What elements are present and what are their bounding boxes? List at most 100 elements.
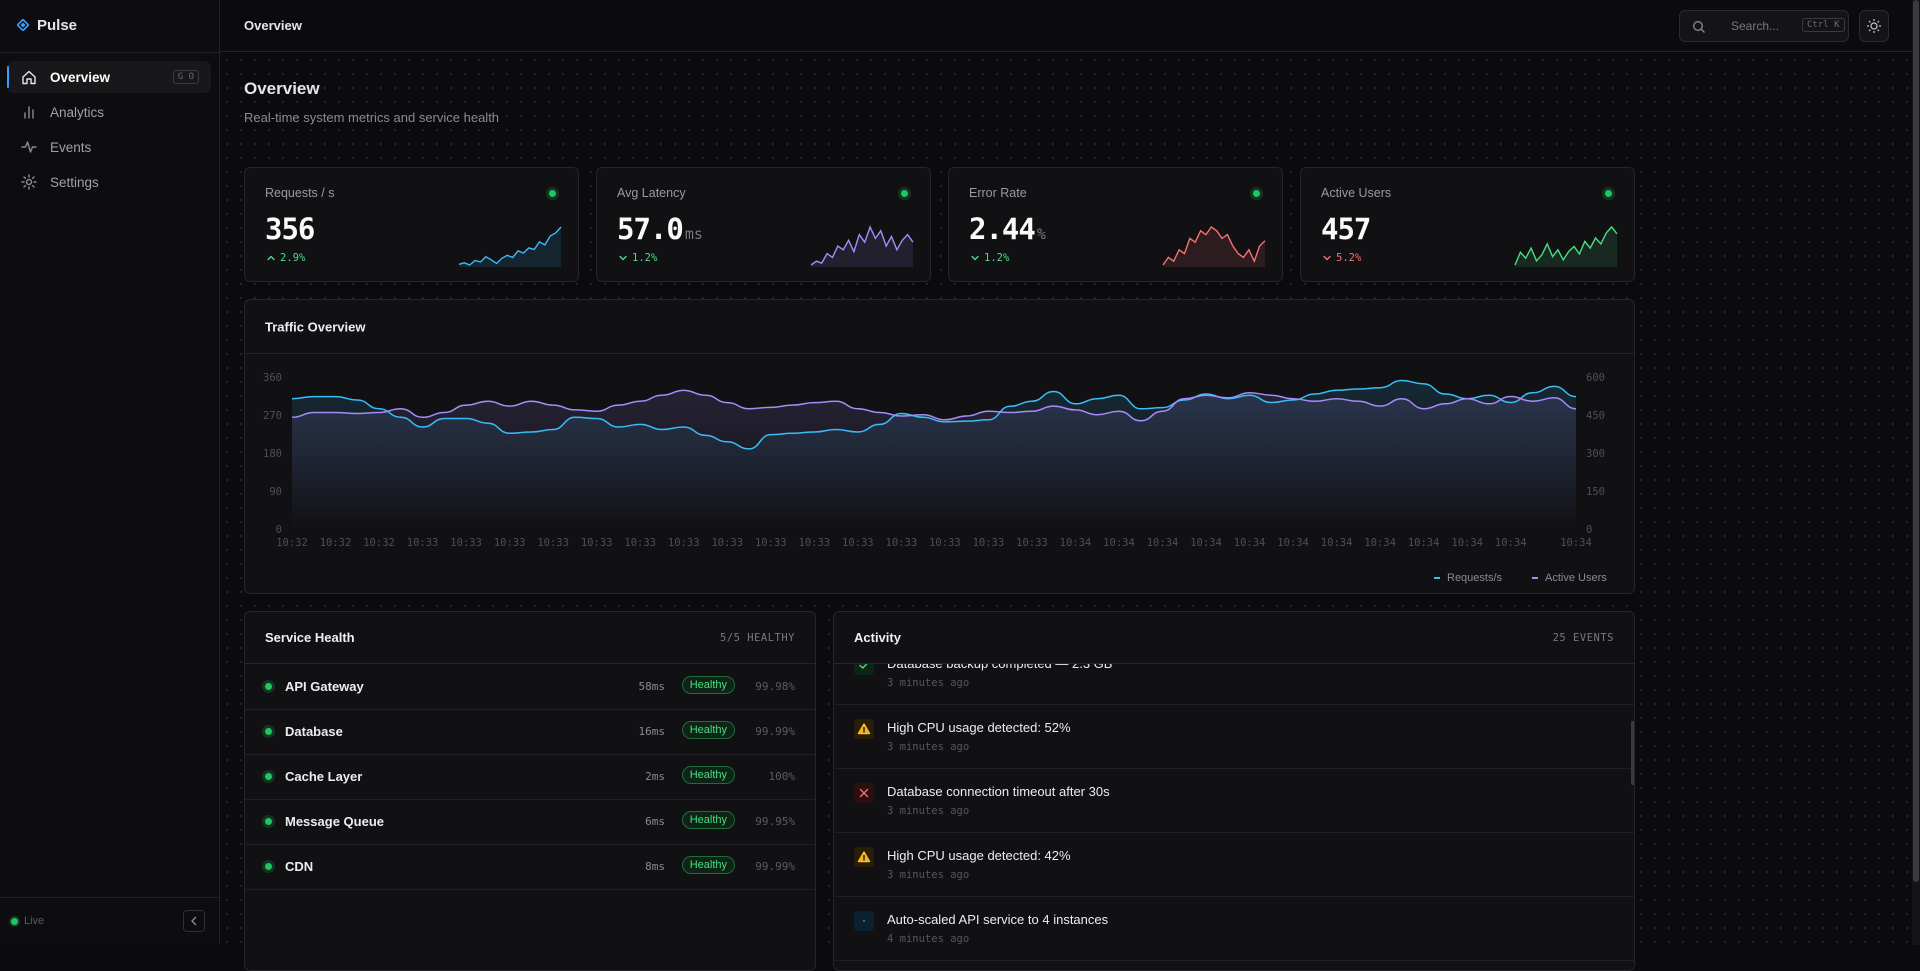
service-row[interactable]: Cache Layer 2ms Healthy 100% (245, 754, 815, 800)
x-tick-label: 10:33 (711, 537, 743, 549)
topbar-title: Overview (244, 18, 302, 33)
page-scrollbar (1912, 0, 1920, 945)
sparkline-line (810, 225, 914, 266)
search-box[interactable]: Search... Ctrl K (1679, 10, 1849, 42)
activity-text: Auto-scaled API service to 4 instances (887, 912, 1109, 927)
kpi-change: 1.2% (970, 252, 1009, 264)
service-name: API Gateway (285, 679, 364, 694)
x-tick-label: 10:34 (1495, 537, 1527, 549)
x-tick-label: 10:33 (668, 537, 700, 549)
activity-item[interactable]: Auto-scaled API service to 4 instances 4 … (834, 897, 1634, 961)
status-dot (265, 728, 272, 735)
kpi-change-value: 2.9% (280, 252, 306, 264)
service-row[interactable]: Message Queue 6ms Healthy 99.95% (245, 799, 815, 845)
icon (863, 920, 865, 922)
activity-icon (854, 847, 874, 867)
x-tick-label: 10:34 (1408, 537, 1440, 549)
traffic-card: Traffic Overview 0 90 180 270 360 0 150 300 450 60… (244, 299, 1635, 594)
kpi-card: Avg Latency 57.0 ms 1.2% (596, 167, 931, 282)
icon (267, 255, 275, 261)
page-title: Overview (244, 79, 320, 98)
icon (24, 106, 34, 119)
kpi-change: 5.2% (1322, 252, 1361, 264)
x-tick-label: 10:32 (276, 537, 308, 549)
y-tick-label: 90 (269, 486, 282, 498)
service-row[interactable]: CDN 8ms Healthy 99.99% (245, 844, 815, 890)
divider (834, 663, 1634, 664)
x-tick-label: 10:33 (973, 537, 1005, 549)
status-badge: Healthy (681, 766, 735, 784)
x-tick-label: 10:33 (842, 537, 874, 549)
y2-tick-label: 450 (1586, 410, 1605, 422)
status-dot (901, 190, 908, 197)
icon (859, 788, 869, 798)
kpi-change-value: 1.2% (632, 252, 658, 264)
activity-text: Database connection timeout after 30s (887, 784, 1110, 799)
activity-item[interactable]: High CPU usage detected: 52% 3 minutes ag… (834, 705, 1634, 769)
service-name: Cache Layer (285, 769, 363, 784)
y2-tick-label: 300 (1586, 448, 1605, 460)
chart-title: Traffic Overview (265, 319, 366, 334)
service-uptime: 100% (768, 770, 796, 783)
x-tick-label: 10:34 (1364, 537, 1396, 549)
icon-path (24, 106, 34, 119)
kpi-number: 356 (265, 212, 315, 246)
scrollbar-thumb[interactable] (1631, 721, 1634, 785)
page-subtitle: Real-time system metrics and service hea… (244, 110, 500, 125)
y-tick-label: 180 (263, 448, 282, 460)
status-dot (1605, 190, 1612, 197)
nav-item[interactable]: Analytics (7, 96, 211, 128)
kpi-card: Error Rate 2.44% 1.2% (948, 167, 1283, 282)
status-badge: Healthy (681, 676, 735, 694)
live-dot (11, 917, 18, 925)
x-tick-label: 10:33 (755, 537, 787, 549)
status-badge: Healthy (681, 811, 735, 829)
theme-toggle[interactable] (1859, 10, 1889, 42)
legend-label: Active Users (1545, 572, 1607, 584)
icon-path (859, 664, 868, 669)
kpi-value: 2.44% (969, 212, 1046, 246)
kpi-number: 457 (1321, 212, 1371, 246)
icon (619, 255, 627, 261)
kpi-value: 57.0 ms (617, 212, 703, 246)
service-row[interactable]: Database 16ms Healthy 99.99% (245, 709, 815, 755)
kpi-number: 2.44 (969, 212, 1036, 246)
kpi-label: Avg Latency (617, 186, 686, 200)
divider (0, 52, 219, 53)
service-row[interactable]: API Gateway 58ms Healthy 99.98% (245, 664, 815, 710)
nav-label: Settings (50, 174, 99, 190)
brand[interactable]: Pulse (17, 14, 77, 36)
service-uptime: 99.98% (755, 680, 795, 693)
x-tick-label: 10:34 (1103, 537, 1135, 549)
activity-item[interactable]: Database connection timeout after 30s 3 m… (834, 769, 1634, 833)
y-tick-label: 0 (276, 524, 282, 536)
activity-icon (854, 911, 874, 931)
y2-tick-label: 600 (1586, 372, 1605, 384)
activity-item[interactable]: High CPU usage detected: 42% 3 minutes ag… (834, 833, 1634, 897)
sparkline (458, 226, 562, 267)
service-uptime: 99.99% (755, 725, 795, 738)
icon-path (21, 141, 37, 153)
nav-item[interactable]: Events (7, 131, 211, 163)
icon (1323, 255, 1331, 261)
icon (21, 174, 37, 190)
activity-text: Database backup completed — 2.3 GB (887, 664, 1112, 671)
nav-item[interactable]: Settings (7, 166, 211, 198)
kpi-change-value: 1.2% (984, 252, 1010, 264)
card-title: Activity (854, 630, 901, 645)
x-tick-label: 10:33 (494, 537, 526, 549)
activity-time: 3 minutes ago (887, 677, 970, 689)
y-tick-label: 360 (263, 372, 282, 384)
collapse-button[interactable] (183, 910, 205, 932)
page-scrollbar-thumb[interactable] (1913, 0, 1919, 882)
activity-time: 3 minutes ago (887, 805, 970, 817)
nav-label: Overview (50, 69, 111, 85)
kpi-unit: % (1036, 225, 1046, 243)
x-tick-label: 10:34 (1060, 537, 1092, 549)
nav-item[interactable]: Overview G O (7, 61, 211, 93)
kpi-change: 2.9% (266, 252, 305, 264)
kpi-unit: ms (684, 225, 703, 243)
activity-item[interactable]: Database backup completed — 2.3 GB 3 minu… (834, 664, 1634, 705)
x-tick-label: 10:33 (407, 537, 439, 549)
